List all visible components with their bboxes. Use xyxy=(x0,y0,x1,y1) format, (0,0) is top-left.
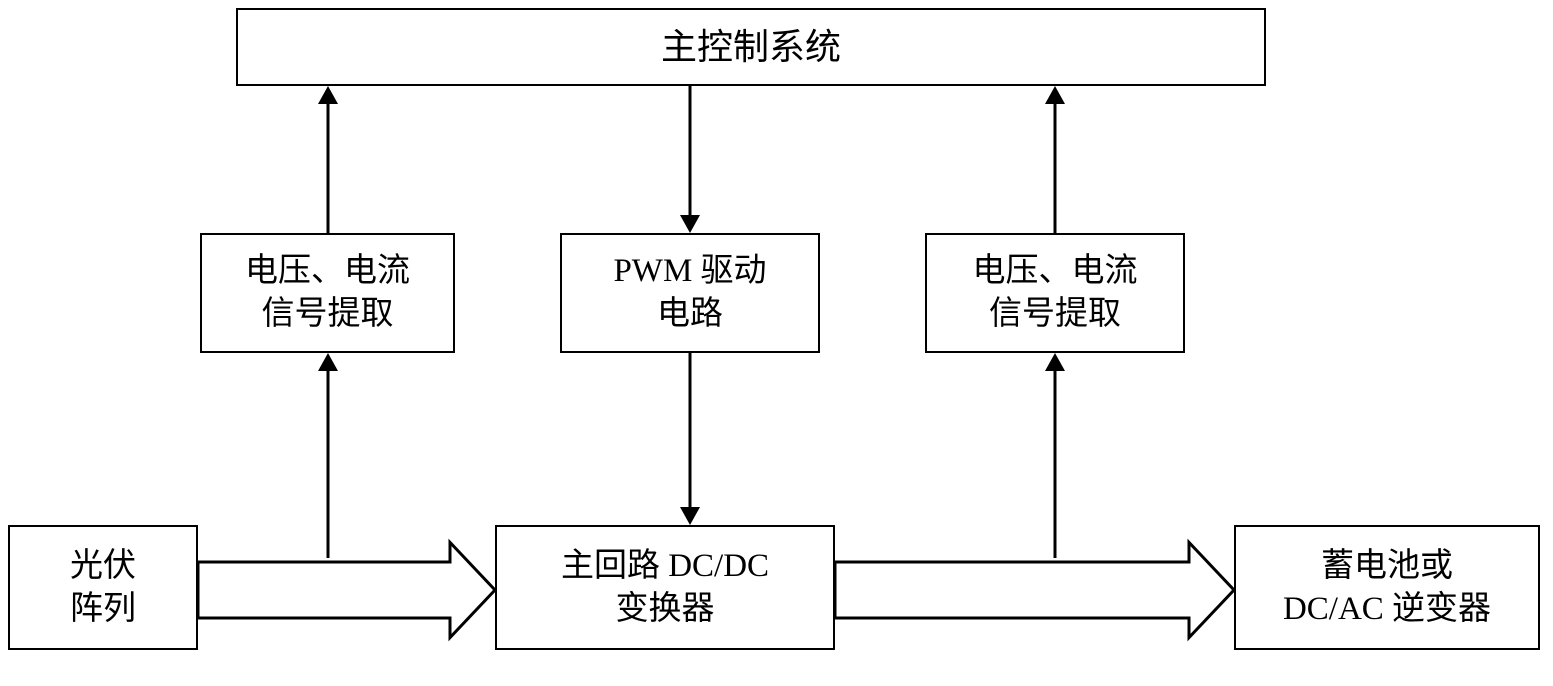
node-main-control-system: 主控制系统 xyxy=(236,8,1266,86)
node-label-line: 电压、电流 xyxy=(973,250,1138,293)
node-label-line: DC/AC 逆变器 xyxy=(1283,588,1491,631)
node-label-line: 蓄电池或 xyxy=(1321,545,1453,588)
node-label-line: 变换器 xyxy=(616,588,715,631)
node-label-line: 电路 xyxy=(657,293,723,336)
node-label-line: 信号提取 xyxy=(989,293,1121,336)
node-pwm-driver-circuit: PWM 驱动电路 xyxy=(560,233,820,353)
node-battery-or-dcac-inverter: 蓄电池或DC/AC 逆变器 xyxy=(1234,525,1540,650)
node-main-loop-dcdc-converter: 主回路 DC/DC变换器 xyxy=(495,525,835,650)
node-label-line: 信号提取 xyxy=(262,293,394,336)
node-pv-array: 光伏阵列 xyxy=(8,525,198,650)
node-voltage-current-signal-extract-left: 电压、电流信号提取 xyxy=(200,233,455,353)
node-label-line: 主控制系统 xyxy=(661,24,841,71)
node-label-line: 阵列 xyxy=(70,588,136,631)
node-label-line: PWM 驱动 xyxy=(613,250,766,293)
node-label-line: 主回路 DC/DC xyxy=(561,545,769,588)
node-voltage-current-signal-extract-right: 电压、电流信号提取 xyxy=(925,233,1185,353)
node-label-line: 光伏 xyxy=(70,545,136,588)
node-label-line: 电压、电流 xyxy=(245,250,410,293)
